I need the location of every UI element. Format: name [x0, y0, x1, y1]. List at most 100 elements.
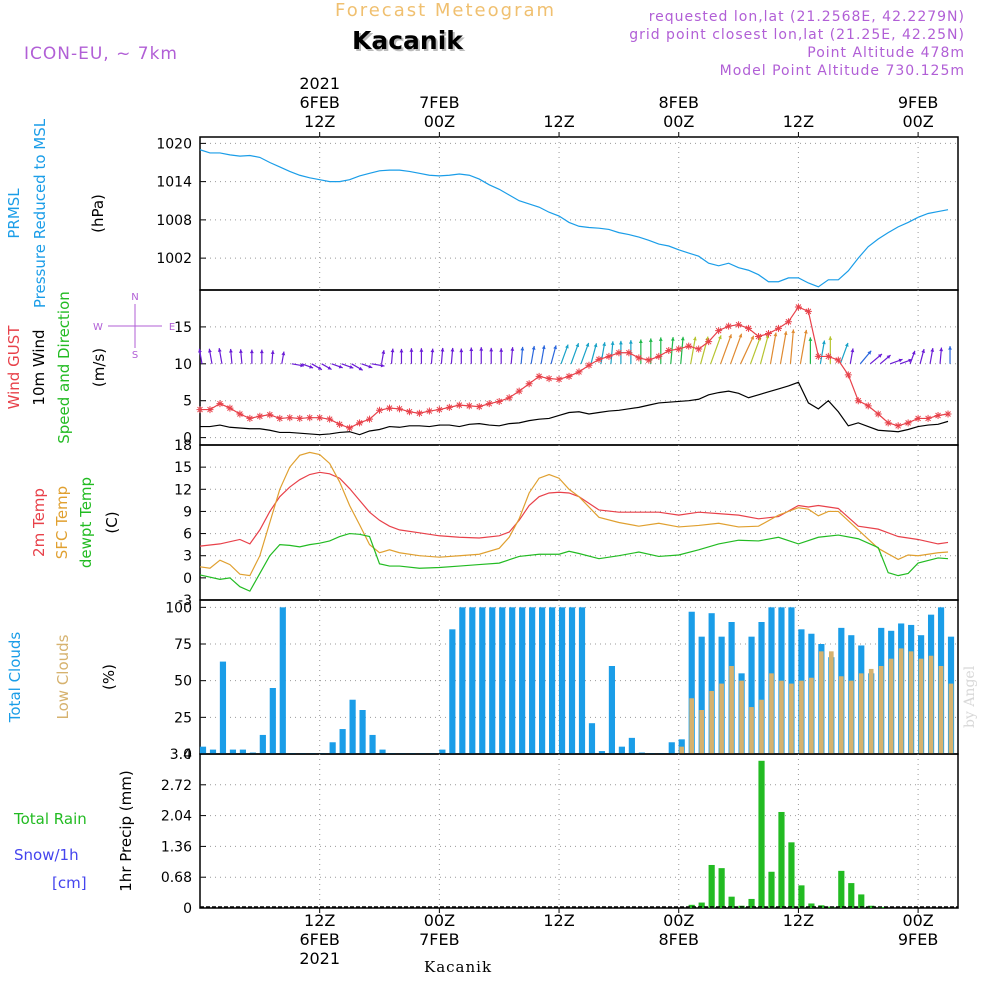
wind-arrow — [759, 334, 769, 364]
gust-marker — [615, 349, 623, 357]
bar — [539, 607, 546, 754]
bar — [858, 894, 865, 908]
top-time-label: 12Z — [543, 112, 574, 131]
bar — [788, 607, 795, 754]
bottom-time-label: 12Z — [783, 911, 814, 930]
bar — [598, 751, 606, 754]
bottom-time-label: 00Z — [663, 911, 694, 930]
top-time-label: 6FEB — [299, 93, 339, 112]
wind-arrow — [779, 331, 787, 364]
gust-marker — [904, 419, 912, 427]
gust-marker — [246, 414, 254, 422]
bar — [918, 658, 924, 754]
wind-arrow-head — [898, 358, 903, 363]
top-time-label: 12Z — [304, 112, 335, 131]
wind-arrow — [769, 332, 777, 364]
requested-coordinates: requested lon,lat (21.2568E, 42.2279N) — [648, 9, 965, 25]
gust-marker — [924, 414, 932, 422]
bar — [519, 607, 526, 754]
panel-wind: 0 5 10 15 Wind GUST 10m Wind Speed and Directi… — [5, 289, 959, 447]
bar — [778, 607, 785, 754]
bar — [568, 607, 576, 754]
gust-marker — [286, 414, 294, 422]
bar — [219, 661, 227, 754]
bar — [858, 673, 864, 754]
gust-marker — [784, 318, 792, 326]
top-time-label: 8FEB — [659, 93, 699, 112]
wind-arrow — [749, 336, 762, 365]
bar — [239, 749, 246, 754]
axis-label: (%) — [100, 664, 118, 690]
axis-label: Speed and Direction — [55, 291, 73, 444]
wind-arrow-head — [327, 366, 332, 370]
axis-label: 1hr Precip (mm) — [117, 770, 135, 891]
wind-arrow-head — [520, 346, 525, 351]
bar — [509, 607, 516, 754]
bar — [439, 749, 446, 754]
gust-marker — [525, 380, 533, 388]
y-tick-label: 0 — [183, 431, 192, 447]
axis-label: SFC Temp — [53, 486, 71, 559]
gust-marker — [884, 419, 892, 427]
gust-marker — [405, 408, 413, 416]
forecast-meteogram-title: Forecast Meteogram — [335, 0, 557, 21]
gust-marker — [266, 411, 274, 419]
gust-marker — [216, 400, 224, 408]
gust-marker — [226, 404, 234, 412]
wind-arrow-head — [281, 351, 286, 356]
wind-arrow-head — [479, 347, 484, 351]
wind-arrow-head — [602, 342, 607, 347]
bar — [768, 871, 775, 908]
series-line — [199, 149, 949, 288]
wind-arrow-head — [510, 347, 515, 351]
bar — [699, 710, 704, 754]
top-time-label: 00Z — [663, 112, 694, 131]
gust-marker — [395, 405, 403, 413]
gust-marker — [505, 394, 513, 402]
point-altitude: Point Altitude 478m — [807, 45, 965, 61]
gust-marker — [824, 352, 832, 360]
bar — [499, 607, 506, 754]
y-tick-label: 1002 — [156, 251, 192, 267]
panel-pressure: 1002 1008 1014 1020 PRMSL Pressure Reduced to… — [5, 118, 959, 308]
gust-marker — [425, 407, 433, 415]
bar — [548, 607, 556, 754]
bottom-time-label: 00Z — [902, 911, 933, 930]
bar — [809, 677, 814, 754]
wind-arrow-head — [773, 332, 778, 337]
bar — [758, 622, 765, 754]
gust-marker — [495, 397, 503, 405]
bar — [479, 607, 486, 754]
y-tick-label: 2.04 — [161, 809, 192, 825]
wind-arrow-head — [270, 350, 275, 355]
wind-arrow-head — [440, 347, 445, 352]
wind-arrow-head — [738, 333, 743, 338]
series-wind-gust — [196, 303, 952, 432]
gust-marker — [625, 349, 633, 357]
bottom-time-label: 6FEB — [299, 930, 339, 949]
gust-marker — [366, 415, 374, 423]
y-tick-label: 5 — [183, 394, 192, 410]
wind-arrow — [590, 343, 598, 364]
bar — [689, 698, 694, 754]
top-time-label: 12Z — [783, 112, 814, 131]
wind-arrow — [600, 342, 606, 364]
gust-marker — [944, 410, 952, 418]
wind-arrow-head — [239, 349, 243, 353]
bar — [788, 842, 795, 908]
gust-marker — [386, 404, 393, 412]
wind-arrow — [730, 333, 743, 365]
wind-arrow-head — [317, 366, 322, 370]
bar — [948, 683, 954, 754]
y-tick-label: 50 — [174, 674, 192, 690]
wind-arrow-head — [821, 340, 826, 345]
y-tick-label: 25 — [174, 710, 192, 726]
wind-arrow-head — [531, 346, 536, 350]
gust-marker — [236, 410, 244, 418]
series-line — [199, 451, 949, 577]
bar — [728, 896, 735, 908]
bar — [379, 749, 386, 754]
bar — [838, 870, 845, 908]
bar — [758, 760, 765, 908]
y-tick-label: 1.36 — [161, 839, 192, 855]
